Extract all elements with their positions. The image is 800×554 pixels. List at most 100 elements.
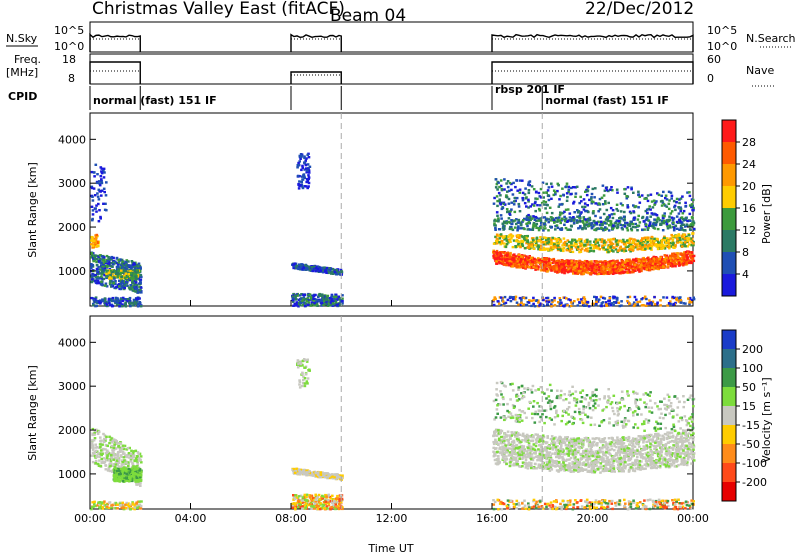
power-pixel <box>137 271 140 274</box>
power-pixel <box>119 263 123 267</box>
power-pixel <box>616 225 620 229</box>
power-pixel <box>121 271 124 274</box>
power-pixel <box>532 188 536 191</box>
power-pixel <box>117 269 120 272</box>
power-pixel <box>516 234 520 237</box>
power-pixel <box>616 223 620 226</box>
power-pixel <box>620 260 624 263</box>
velocity-pixel <box>135 483 138 486</box>
power-pixel <box>571 250 575 254</box>
power-pixel <box>560 301 563 304</box>
power-pixel <box>525 222 528 226</box>
power-pixel <box>554 191 557 194</box>
power-pixel <box>301 164 304 168</box>
power-pixel <box>655 302 659 306</box>
power-pixel <box>612 264 615 267</box>
power-pixel <box>637 214 640 218</box>
power-pixel <box>594 303 598 307</box>
nsky-traces <box>89 32 694 52</box>
power-pixel <box>555 263 558 267</box>
velocity-scatter <box>90 358 696 511</box>
velocity-pixel <box>131 463 135 466</box>
power-pixel <box>105 181 108 184</box>
power-pixel <box>664 244 667 247</box>
power-pixel <box>558 203 562 206</box>
power-pixel <box>512 253 515 257</box>
power-pixel <box>601 223 604 227</box>
power-pixel <box>98 272 101 275</box>
power-pixel <box>501 262 504 265</box>
power-pixel <box>611 242 615 246</box>
power-pixel <box>573 211 576 214</box>
power-pixel <box>603 268 607 272</box>
power-pixel <box>590 202 594 205</box>
power-pixel <box>336 303 339 306</box>
power-pixel <box>505 253 509 257</box>
power-pixel <box>549 246 553 249</box>
velocity-pixel <box>112 451 115 455</box>
power-pixel <box>307 171 311 174</box>
power-pixel <box>655 237 659 241</box>
power-pixel <box>608 219 612 223</box>
power-pixel <box>504 245 508 248</box>
power-pixel <box>595 223 598 226</box>
power-pixel <box>508 238 511 241</box>
power-pixel <box>565 182 569 185</box>
power-pixel <box>523 217 526 221</box>
power-pixel <box>116 298 120 301</box>
power-pixel <box>498 228 502 231</box>
power-pixel <box>523 261 527 264</box>
power-pixel <box>131 304 135 307</box>
power-pixel <box>680 216 684 219</box>
power-pixel <box>536 260 539 263</box>
power-pixel <box>298 264 301 268</box>
power-pixel <box>682 209 686 213</box>
power-frame <box>89 112 694 307</box>
power-pixel <box>684 245 687 248</box>
power-pixel <box>503 188 506 191</box>
power-pixel <box>534 244 537 247</box>
power-pixel <box>297 161 300 165</box>
power-pixel <box>303 264 307 267</box>
power-pixel <box>126 275 129 278</box>
power-pixel <box>542 200 546 203</box>
power-pixel <box>578 201 581 205</box>
power-pixel <box>563 267 566 270</box>
power-pixel <box>515 264 518 267</box>
power-pixel <box>120 269 123 272</box>
power-pixel <box>563 271 566 275</box>
power-pixel <box>552 264 555 268</box>
power-pixel <box>328 267 331 270</box>
power-pixel <box>646 228 650 231</box>
power-pixel <box>653 202 657 205</box>
power-pixel <box>595 300 598 303</box>
power-pixel <box>503 178 506 181</box>
power-pixel <box>615 266 619 269</box>
power-pixel <box>123 274 126 277</box>
power-pixel <box>502 225 505 228</box>
power-pixel <box>92 257 95 260</box>
power-pixel <box>570 242 573 245</box>
power-pixel <box>562 265 565 268</box>
power-pixel <box>297 164 301 167</box>
power-pixel <box>632 216 636 220</box>
power-pixel <box>641 245 645 249</box>
power-pixel <box>582 218 586 221</box>
velocity-pixel <box>113 443 116 446</box>
power-pixel <box>663 258 667 261</box>
power-pixel <box>589 272 592 275</box>
power-pixel <box>104 300 107 303</box>
power-pixel <box>525 216 529 219</box>
power-pixel <box>531 203 534 206</box>
power-pixel <box>516 244 520 247</box>
power-pixel <box>494 224 497 227</box>
power-pixel <box>680 258 684 261</box>
velocity-pixel <box>127 462 130 465</box>
power-pixel <box>134 276 138 279</box>
power-pixel <box>572 259 575 262</box>
power-pixel <box>341 297 344 300</box>
velocity-pixel <box>120 465 123 468</box>
power-pixel <box>632 304 636 308</box>
power-pixel <box>620 267 623 271</box>
power-pixel <box>533 224 537 227</box>
